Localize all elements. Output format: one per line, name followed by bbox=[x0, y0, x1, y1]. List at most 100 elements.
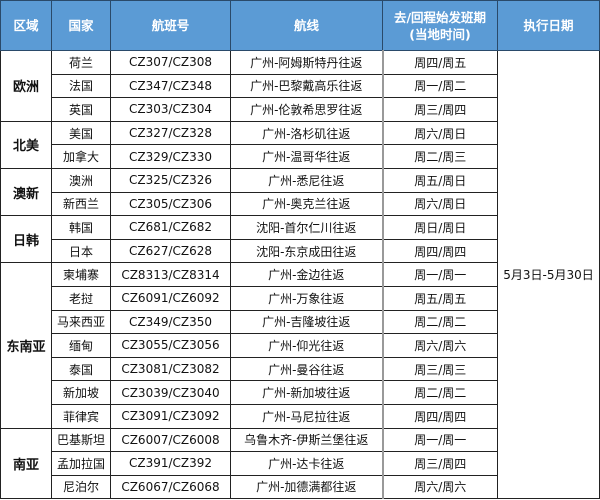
flight-number-cell: CZ3055/CZ3056 bbox=[110, 333, 231, 358]
region-cell: 欧洲 bbox=[0, 50, 52, 122]
country-cell: 孟加拉国 bbox=[51, 451, 111, 476]
country-cell: 新加坡 bbox=[51, 380, 111, 405]
table-row: 新西兰 CZ305/CZ306 广州-奥克兰往返 周六/周日 bbox=[1, 191, 600, 217]
route-cell: 广州-新加坡往返 bbox=[230, 380, 383, 405]
route-cell: 沈阳-首尔仁川往返 bbox=[230, 215, 383, 240]
schedule-cell: 周三/周四 bbox=[381, 451, 498, 476]
flight-number-cell: CZ681/CZ682 bbox=[110, 215, 231, 240]
schedule-cell: 周六/周日 bbox=[381, 120, 498, 146]
table-row: 老挝 CZ6091/CZ6092 广州-万象往返 周五/周五 bbox=[1, 285, 600, 311]
table-row: 日韩 韩国 CZ681/CZ682 沈阳-首尔仁川往返 周日/周日 bbox=[0, 215, 600, 264]
region-cell: 北美 bbox=[0, 120, 52, 169]
table-row: 菲律宾 CZ3091/CZ3092 广州-马尼拉往返 周四/周四 bbox=[1, 403, 600, 429]
table-row: 加拿大 CZ329/CZ330 广州-温哥华往返 周二/周三 bbox=[1, 144, 600, 169]
flight-number-cell: CZ327/CZ328 bbox=[110, 120, 231, 146]
schedule-cell: 周一/周一 bbox=[381, 427, 498, 453]
route-cell: 广州-曼谷往返 bbox=[230, 356, 383, 382]
route-cell: 广州-洛杉矶往返 bbox=[230, 120, 383, 146]
header-country: 国家 bbox=[51, 0, 111, 51]
table-row: 新加坡 CZ3039/CZ3040 广州-新加坡往返 周二/周二 bbox=[1, 380, 600, 405]
flight-number-cell: CZ307/CZ308 bbox=[110, 50, 231, 75]
country-cell: 澳洲 bbox=[51, 167, 111, 193]
schedule-cell: 周二/周二 bbox=[381, 380, 498, 405]
header-date: 执行日期 bbox=[497, 0, 600, 51]
schedule-cell: 周四/周四 bbox=[381, 403, 498, 429]
schedule-cell: 周三/周四 bbox=[381, 97, 498, 122]
flight-number-cell: CZ349/CZ350 bbox=[110, 309, 231, 335]
flight-number-cell: CZ6007/CZ6008 bbox=[110, 427, 231, 453]
region-cell: 南亚 bbox=[0, 427, 52, 500]
country-cell: 巴基斯坦 bbox=[51, 427, 111, 453]
header-flight: 航班号 bbox=[110, 0, 231, 51]
schedule-cell: 周五/周五 bbox=[381, 285, 498, 311]
schedule-cell: 周五/周日 bbox=[381, 167, 498, 193]
flight-number-cell: CZ347/CZ348 bbox=[110, 73, 231, 99]
header-row: 区域 国家 航班号 航线 去/回程始发班期 (当地时间) 执行日期 bbox=[0, 0, 600, 51]
route-cell: 广州-奥克兰往返 bbox=[230, 191, 383, 217]
region-cell: 东南亚 bbox=[0, 262, 52, 429]
header-schedule-line1: 去/回程始发班期 bbox=[393, 9, 487, 25]
route-cell: 广州-马尼拉往返 bbox=[230, 403, 383, 429]
flight-number-cell: CZ325/CZ326 bbox=[110, 167, 231, 193]
flight-number-cell: CZ3039/CZ3040 bbox=[110, 380, 231, 405]
schedule-cell: 周日/周日 bbox=[381, 215, 498, 240]
country-cell: 泰国 bbox=[51, 356, 111, 382]
header-schedule: 去/回程始发班期 (当地时间) bbox=[382, 0, 498, 51]
route-cell: 广州-阿姆斯特丹往返 bbox=[230, 50, 383, 75]
schedule-cell: 周二/周三 bbox=[381, 144, 498, 169]
flight-number-cell: CZ3081/CZ3082 bbox=[110, 356, 231, 382]
country-cell: 尼泊尔 bbox=[51, 474, 111, 500]
route-cell: 广州-巴黎戴高乐往返 bbox=[230, 73, 383, 99]
route-cell: 广州-温哥华往返 bbox=[230, 144, 383, 169]
schedule-cell: 周四/周五 bbox=[381, 50, 498, 75]
route-cell: 广州-伦敦希思罗往返 bbox=[230, 97, 383, 122]
header-route: 航线 bbox=[230, 0, 383, 51]
country-cell: 柬埔寨 bbox=[51, 262, 111, 287]
country-cell: 新西兰 bbox=[51, 191, 111, 217]
region-cell: 澳新 bbox=[0, 167, 52, 217]
table-row: 澳新 澳洲 CZ325/CZ326 广州-悉尼往返 周五/周日 bbox=[0, 167, 600, 217]
country-cell: 美国 bbox=[51, 120, 111, 146]
table-row: 孟加拉国 CZ391/CZ392 广州-达卡往返 周三/周四 bbox=[1, 451, 600, 476]
route-cell: 广州-达卡往返 bbox=[230, 451, 383, 476]
country-cell: 加拿大 bbox=[51, 144, 111, 169]
table-row: 南亚 巴基斯坦 CZ6007/CZ6008 乌鲁木齐-伊斯兰堡往返 周一/周一 bbox=[0, 427, 600, 500]
table-row: 东南亚 柬埔寨 CZ8313/CZ8314 广州-金边往返 周一/周一 bbox=[0, 262, 600, 429]
route-cell: 广州-加德满都往返 bbox=[230, 474, 383, 500]
country-cell: 英国 bbox=[51, 97, 111, 122]
table-row: 尼泊尔 CZ6067/CZ6068 广州-加德满都往返 周六/周六 bbox=[1, 474, 600, 500]
date-range-cell: 5月3日-5月30日 bbox=[497, 49, 600, 500]
flight-number-cell: CZ3091/CZ3092 bbox=[110, 403, 231, 429]
country-cell: 荷兰 bbox=[51, 50, 111, 75]
flight-number-cell: CZ8313/CZ8314 bbox=[110, 262, 231, 287]
schedule-cell: 周六/周日 bbox=[381, 191, 498, 217]
flight-number-cell: CZ391/CZ392 bbox=[110, 451, 231, 476]
table-row: 缅甸 CZ3055/CZ3056 广州-仰光往返 周六/周六 bbox=[1, 333, 600, 358]
schedule-cell: 周六/周六 bbox=[381, 333, 498, 358]
country-cell: 法国 bbox=[51, 73, 111, 99]
flight-number-cell: CZ6067/CZ6068 bbox=[110, 474, 231, 500]
route-cell: 广州-万象往返 bbox=[230, 285, 383, 311]
route-cell: 广州-仰光往返 bbox=[230, 333, 383, 358]
route-cell: 沈阳-东京成田往返 bbox=[230, 238, 383, 264]
country-cell: 缅甸 bbox=[51, 333, 111, 358]
flight-number-cell: CZ303/CZ304 bbox=[110, 97, 231, 122]
country-cell: 老挝 bbox=[51, 285, 111, 311]
route-cell: 广州-悉尼往返 bbox=[230, 167, 383, 193]
table-row: 欧洲 荷兰 CZ307/CZ308 广州-阿姆斯特丹往返 周四/周五 5月3日-5月30日 bbox=[0, 49, 600, 500]
flight-number-cell: CZ6091/CZ6092 bbox=[110, 285, 231, 311]
region-cell: 日韩 bbox=[0, 215, 52, 264]
table-row: 英国 CZ303/CZ304 广州-伦敦希思罗往返 周三/周四 bbox=[1, 97, 600, 122]
schedule-cell: 周一/周二 bbox=[381, 73, 498, 99]
flight-number-cell: CZ627/CZ628 bbox=[110, 238, 231, 264]
schedule-cell: 周三/周三 bbox=[381, 356, 498, 382]
schedule-cell: 周六/周六 bbox=[381, 474, 498, 500]
header-region: 区域 bbox=[0, 0, 52, 51]
table-row: 法国 CZ347/CZ348 广州-巴黎戴高乐往返 周一/周二 bbox=[1, 73, 600, 99]
table-row: 泰国 CZ3081/CZ3082 广州-曼谷往返 周三/周三 bbox=[1, 356, 600, 382]
country-cell: 韩国 bbox=[51, 215, 111, 240]
table-row: 日本 CZ627/CZ628 沈阳-东京成田往返 周四/周四 bbox=[1, 238, 600, 264]
table-row: 北美 美国 CZ327/CZ328 广州-洛杉矶往返 周六/周日 bbox=[0, 120, 600, 169]
route-cell: 乌鲁木齐-伊斯兰堡往返 bbox=[230, 427, 383, 453]
